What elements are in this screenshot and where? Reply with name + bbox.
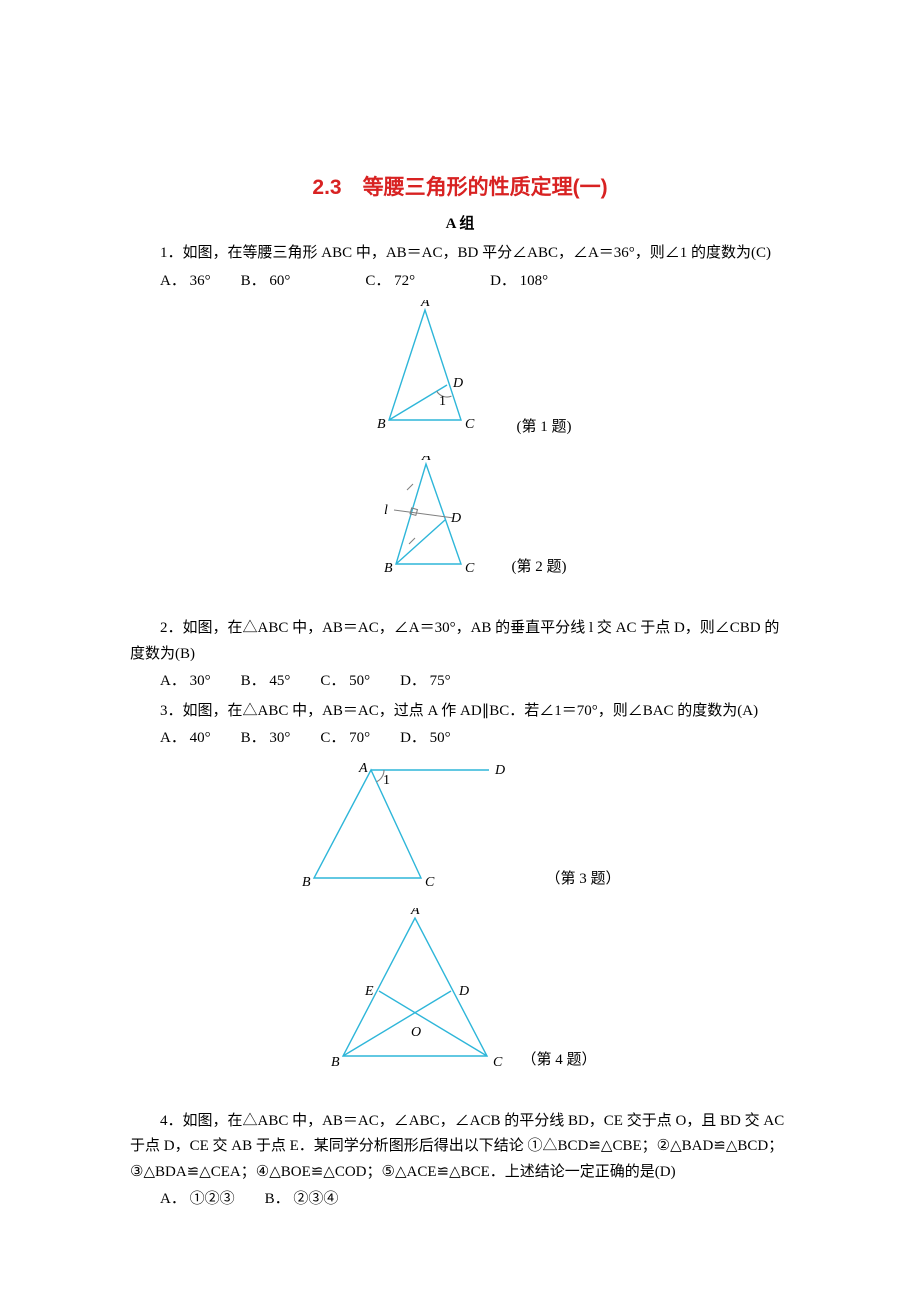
svg-text:B: B (331, 1055, 340, 1070)
q2-num: 2 (160, 620, 168, 636)
q1-text: ．如图，在等腰三角形 ABC 中，AB＝AC，BD 平分∠ABC，∠A＝36°，… (168, 245, 772, 261)
svg-text:O: O (411, 1025, 421, 1040)
triangle-diagram-3: A B C D 1 (299, 758, 519, 893)
figure-2-caption: (第 2 题) (512, 555, 567, 581)
q4-text: ．如图，在△ABC 中，AB＝AC，∠ABC，∠ACB 的平分线 BD，CE 交… (130, 1113, 784, 1180)
svg-text:A: A (410, 908, 420, 918)
svg-text:B: B (384, 561, 393, 576)
triangle-diagram-1: A B C D 1 (349, 300, 509, 440)
group-label: A 组 (130, 212, 790, 238)
svg-text:D: D (450, 511, 461, 526)
svg-text:B: B (302, 875, 311, 890)
question-4: 4．如图，在△ABC 中，AB＝AC，∠ABC，∠ACB 的平分线 BD，CE … (130, 1109, 790, 1186)
q4-options: A． ①②③ B． ②③④ (130, 1187, 790, 1213)
svg-text:D: D (452, 376, 463, 391)
svg-text:l: l (384, 503, 388, 518)
q3-options: A． 40° B． 30° C． 70° D． 50° (130, 726, 790, 752)
figure-4: A B C D E O （第 4 题） (130, 908, 790, 1083)
question-3: 3．如图，在△ABC 中，AB＝AC，过点 A 作 AD∥BC．若∠1＝70°，… (130, 699, 790, 725)
svg-text:A: A (420, 300, 430, 310)
figure-1: A B C D 1 (第 1 题) (130, 300, 790, 450)
svg-text:E: E (364, 984, 374, 999)
svg-text:C: C (425, 875, 435, 890)
question-2: 2．如图，在△ABC 中，AB＝AC，∠A＝30°，AB 的垂直平分线 l 交 … (130, 616, 790, 667)
svg-text:D: D (458, 984, 469, 999)
svg-text:1: 1 (439, 394, 446, 409)
svg-text:B: B (377, 417, 386, 432)
q1-options: A． 36° B． 60° C． 72° D． 108° (130, 269, 790, 295)
svg-text:A: A (358, 761, 368, 776)
q2-options: A． 30° B． 45° C． 50° D． 75° (130, 669, 790, 695)
figure-2: A B C D l (第 2 题) (130, 456, 790, 591)
q3-text: ．如图，在△ABC 中，AB＝AC，过点 A 作 AD∥BC．若∠1＝70°，则… (168, 703, 759, 719)
q4-num: 4 (160, 1113, 168, 1129)
svg-text:C: C (465, 561, 475, 576)
page-title: 2.3 等腰三角形的性质定理(一) (130, 170, 790, 206)
figure-3-caption: （第 3 题） (545, 867, 620, 893)
svg-text:C: C (465, 417, 475, 432)
svg-text:C: C (493, 1055, 503, 1070)
q3-num: 3 (160, 703, 168, 719)
q1-num: 1 (160, 245, 168, 261)
svg-text:D: D (494, 763, 505, 778)
svg-text:1: 1 (383, 773, 390, 788)
svg-text:A: A (421, 456, 431, 464)
q2-text: ．如图，在△ABC 中，AB＝AC，∠A＝30°，AB 的垂直平分线 l 交 A… (130, 620, 779, 662)
question-1: 1．如图，在等腰三角形 ABC 中，AB＝AC，BD 平分∠ABC，∠A＝36°… (130, 241, 790, 267)
figure-1-caption: (第 1 题) (517, 415, 572, 441)
figure-4-caption: （第 4 题） (521, 1048, 596, 1074)
triangle-diagram-4: A B C D E O (323, 908, 513, 1073)
figure-3: A B C D 1 （第 3 题） (130, 758, 790, 903)
triangle-diagram-2: A B C D l (354, 456, 504, 581)
